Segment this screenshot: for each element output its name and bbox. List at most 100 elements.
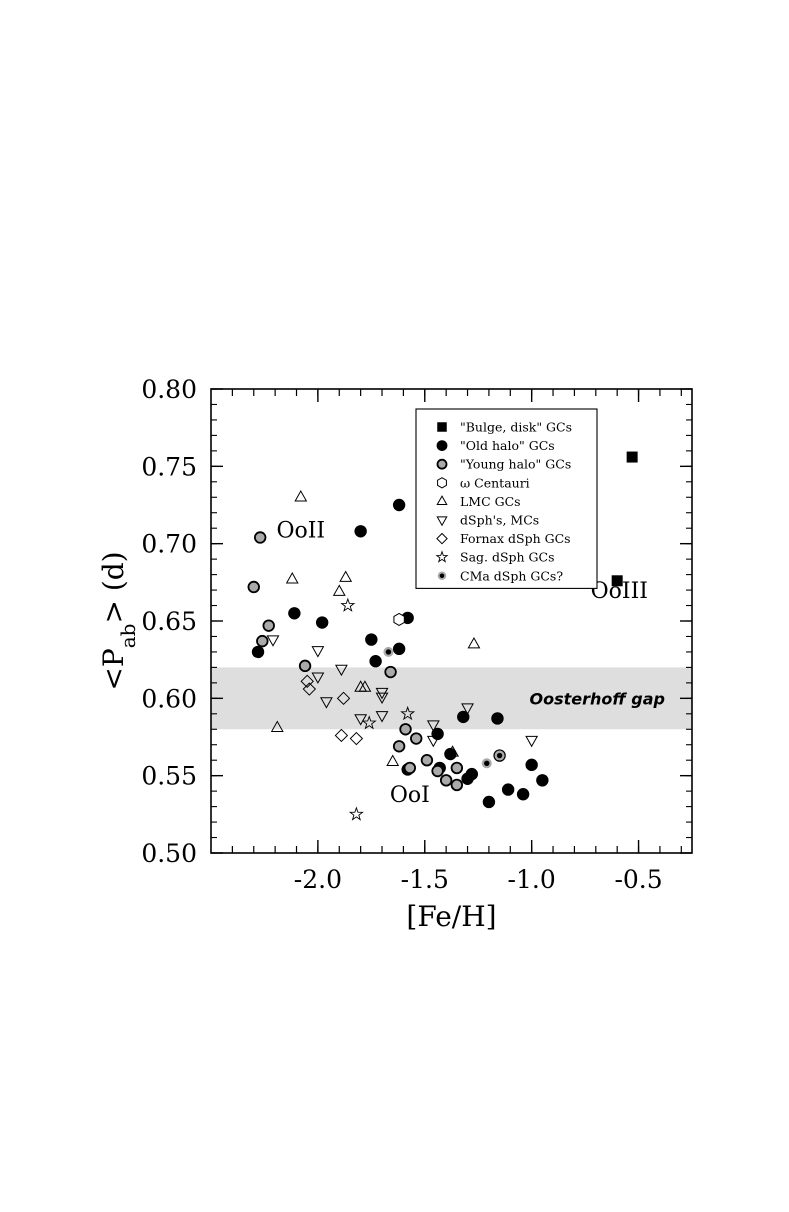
point-triangle-down [320, 697, 333, 709]
y-tick-label: 0.70 [141, 530, 197, 559]
point-triangle-down [375, 711, 389, 723]
legend-label: "Young halo" GCs [460, 457, 571, 472]
point-star [400, 705, 416, 721]
y-tick-label: 0.65 [141, 607, 197, 636]
point-triangle-up [339, 570, 353, 582]
annotation-layer: OoII OoI OoIII [276, 518, 648, 807]
point-circle-dot [383, 646, 394, 657]
point-circle [253, 531, 267, 544]
point-triangle-down [354, 714, 368, 726]
legend-label: dSph's, MCs [460, 513, 539, 528]
x-axis-label: [Fe/H] [406, 900, 496, 933]
point-triangle-up [446, 745, 460, 757]
point-triangle-down [311, 672, 325, 684]
y-tick-label: 0.75 [141, 452, 197, 481]
point-square [626, 451, 638, 463]
point-circle [403, 761, 417, 775]
point-circle [501, 783, 515, 796]
point-circle [491, 712, 504, 725]
point-square [611, 575, 623, 587]
point-triangle-down [426, 720, 440, 732]
point-circle [420, 754, 434, 767]
point-circle [465, 767, 479, 781]
x-tick-label: -0.5 [614, 865, 662, 894]
point-circle [251, 645, 265, 659]
region-annotation: OoI [390, 783, 430, 808]
point-circle [410, 732, 423, 745]
point-circle [516, 788, 530, 801]
point-circle [369, 655, 382, 668]
x-tick-label: -1.0 [508, 865, 556, 894]
oosterhoff-gap-band [211, 667, 692, 730]
legend-label: "Old halo" GCs [460, 438, 555, 453]
cma-inner [484, 760, 490, 766]
legend-label: ω Centauri [460, 475, 530, 490]
point-circle [482, 795, 496, 809]
y-tick-label: 0.60 [141, 684, 197, 713]
y-tick-label: 0.50 [141, 839, 197, 868]
point-diamond [336, 691, 351, 706]
point-circle [247, 580, 260, 594]
point-circle [384, 665, 397, 679]
point-circle [315, 616, 329, 629]
point-star [340, 597, 356, 612]
legend-label: Fornax dSph GCs [460, 531, 571, 546]
cma-inner [385, 649, 392, 655]
x-tick-label: -2.0 [294, 865, 342, 894]
point-diamond [334, 728, 349, 743]
x-tick-label: -1.5 [401, 865, 449, 894]
cma-inner [496, 752, 503, 759]
point-diamond [300, 674, 314, 689]
point-circle-dot [481, 758, 492, 769]
point-circle [399, 723, 412, 736]
point-triangle-up [285, 572, 299, 584]
oosterhoff-gap-band-layer: Oosterhoff gap [211, 667, 692, 730]
point-triangle-up [358, 680, 372, 692]
y-axis-label: <Pab> (d) [97, 551, 140, 690]
legend-marker [437, 477, 447, 489]
point-circle [298, 659, 312, 673]
legend-marker [436, 458, 448, 470]
point-hexagon [393, 612, 405, 627]
points-layer [247, 451, 638, 821]
legend-marker [437, 571, 447, 581]
point-diamond [302, 682, 317, 696]
point-circle [431, 764, 444, 778]
point-circle [354, 525, 367, 538]
point-triangle-down [461, 703, 474, 715]
point-triangle-down [334, 664, 348, 677]
y-tick-label: 0.80 [141, 375, 197, 404]
point-circle [439, 774, 453, 787]
point-circle [365, 633, 378, 646]
point-triangle-up [386, 754, 400, 766]
point-triangle-down [266, 635, 280, 647]
legend-marker [437, 422, 447, 432]
legend-marker [436, 440, 448, 452]
y-tick-label: 0.55 [141, 762, 197, 791]
point-circle [536, 774, 549, 787]
cma-inner [439, 573, 445, 579]
point-triangle-up [270, 720, 284, 732]
legend-label: LMC GCs [460, 494, 521, 509]
axis-label-layer: [Fe/H] <Pab> (d) [97, 551, 497, 933]
legend-label: "Bulge, disk" GCs [460, 420, 572, 435]
legend: "Bulge, disk" GCs "Old halo" GCs "Young ha… [415, 408, 598, 589]
legend-marker [436, 495, 448, 506]
legend-marker [436, 532, 448, 545]
point-star [348, 806, 364, 821]
point-triangle-down [525, 735, 539, 748]
point-circle [288, 607, 301, 620]
point-circle [450, 761, 464, 775]
point-diamond [349, 731, 364, 746]
point-triangle-up [467, 636, 481, 649]
point-circle-dot [494, 750, 505, 761]
oosterhoff-gap-label: Oosterhoff gap [530, 689, 665, 708]
point-triangle-up [294, 490, 308, 502]
point-circle [256, 634, 269, 648]
point-circle [392, 498, 406, 512]
point-star [361, 715, 377, 730]
point-circle [450, 778, 464, 792]
point-circle [457, 710, 470, 724]
